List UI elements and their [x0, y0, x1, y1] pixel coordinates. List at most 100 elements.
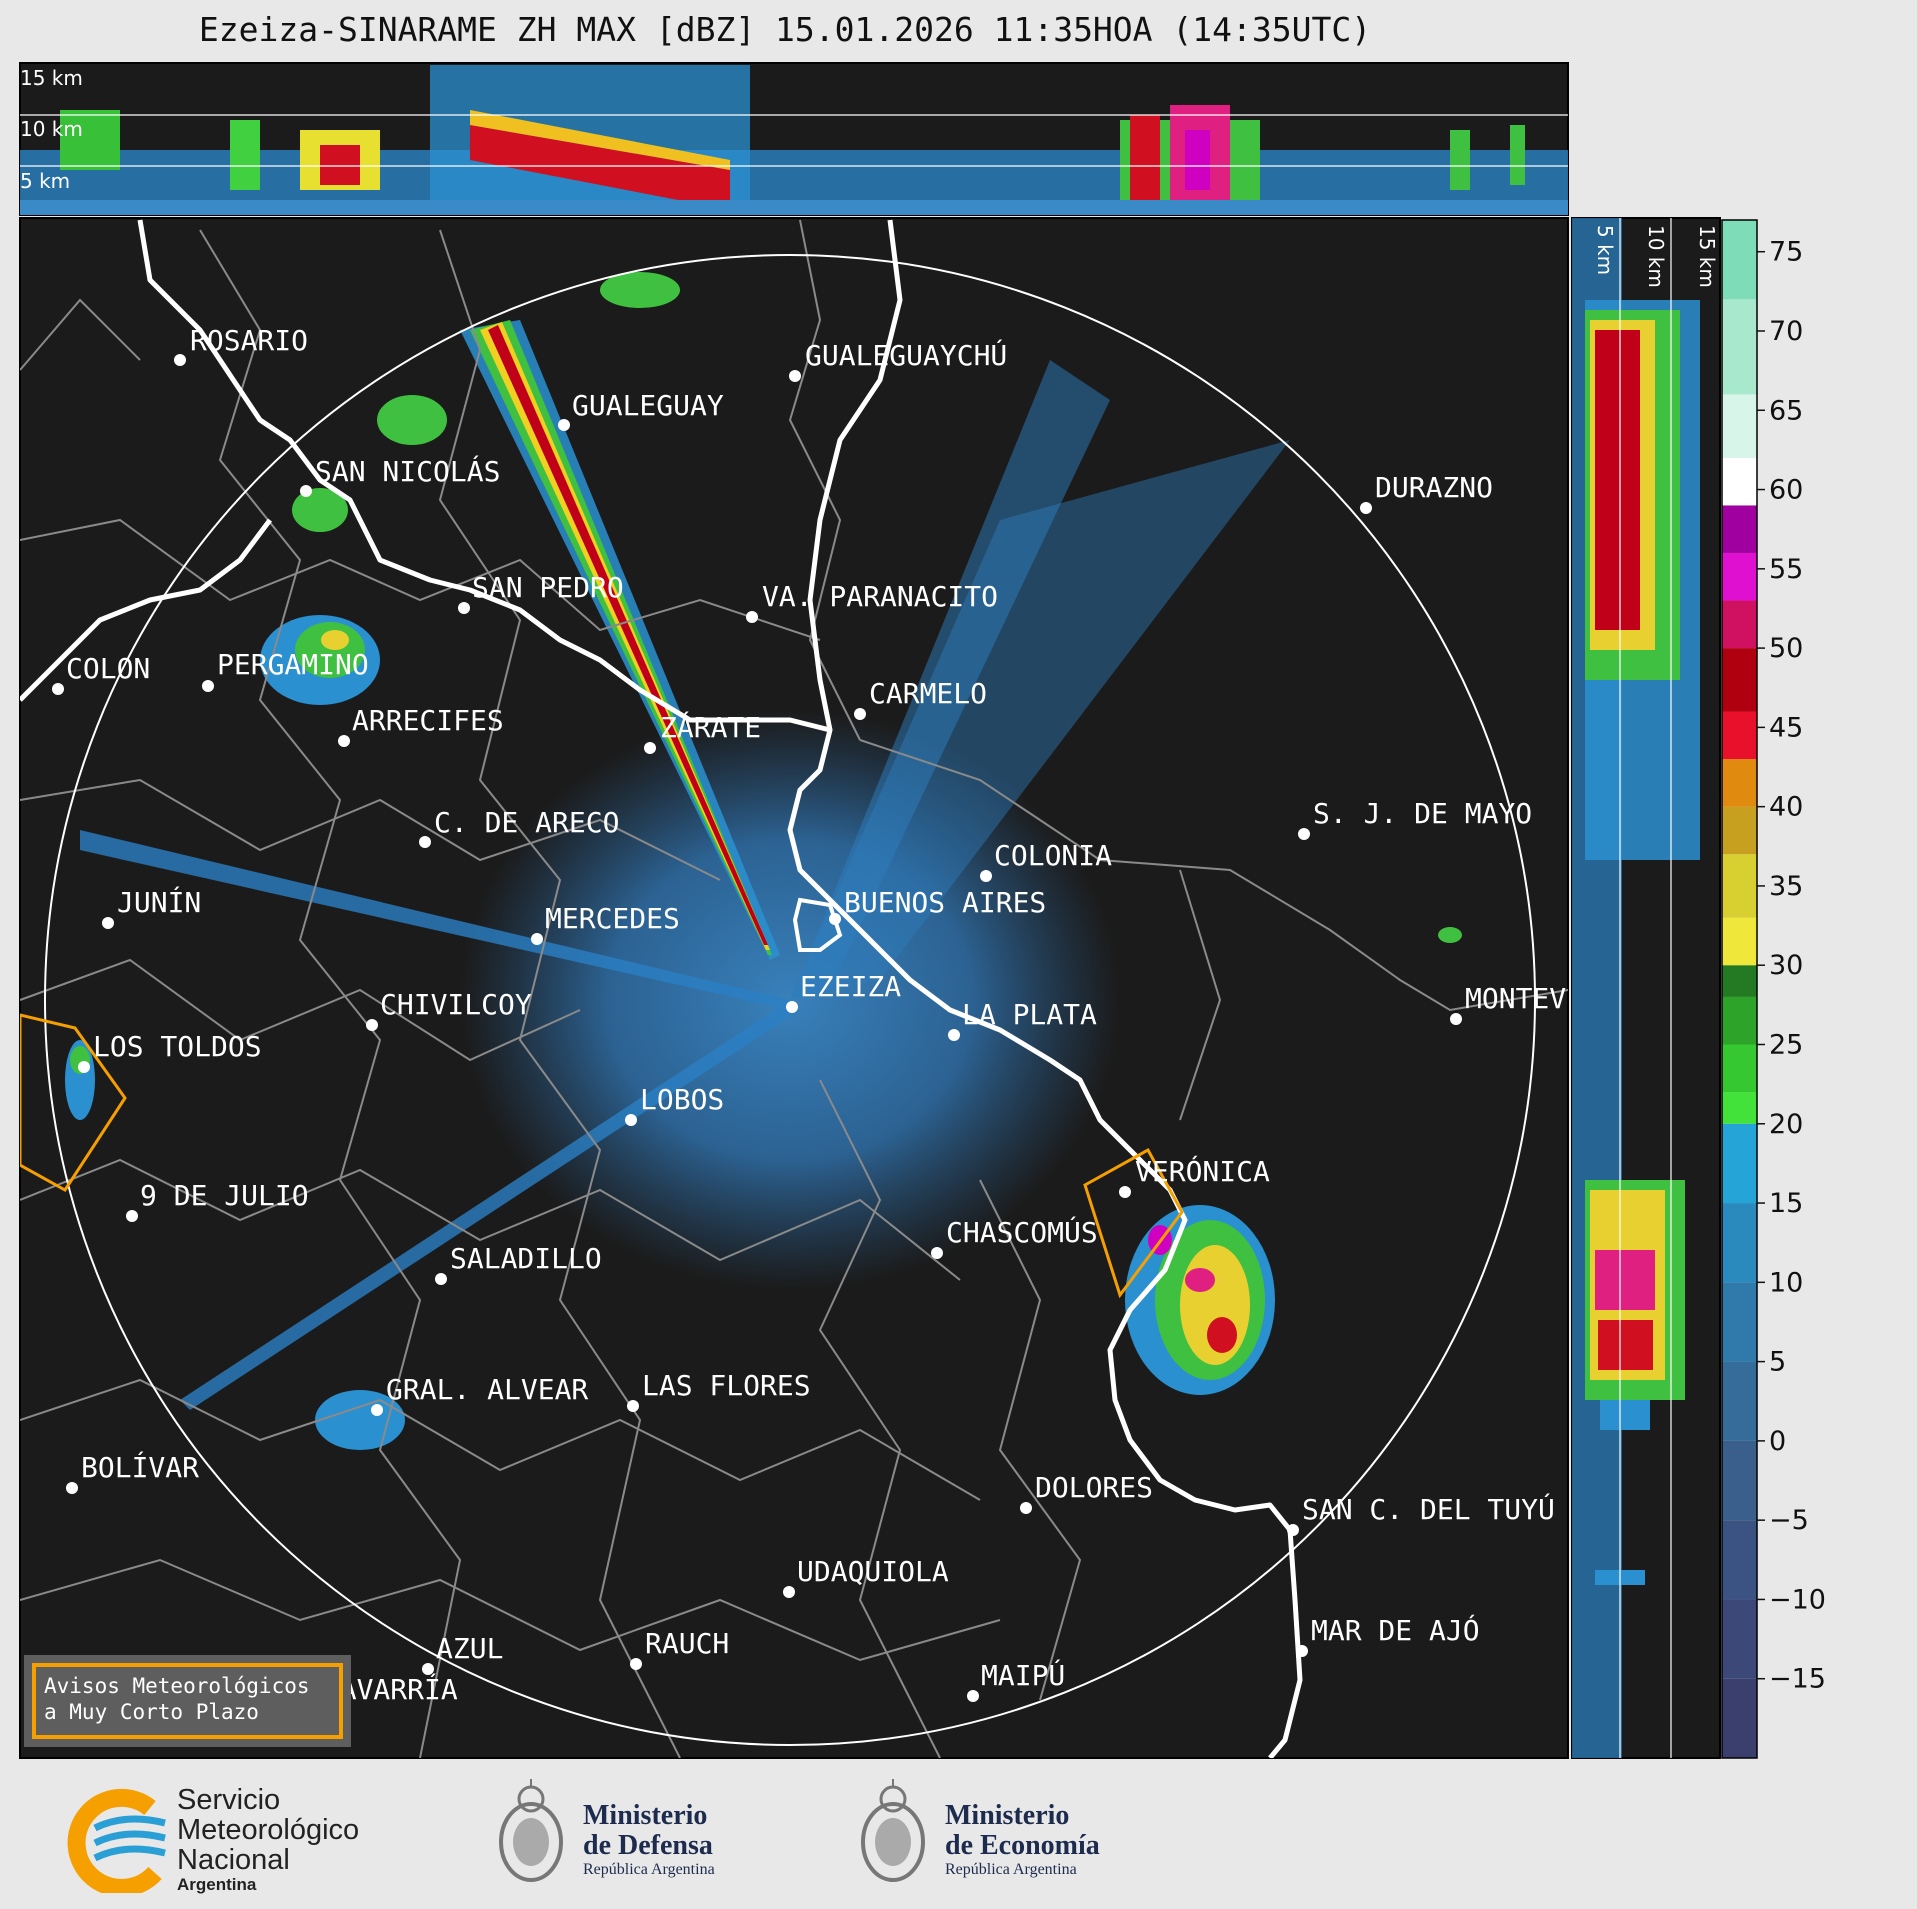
colorbar-tick-label: 50	[1769, 633, 1803, 664]
svg-text:AZUL: AZUL	[436, 1632, 503, 1665]
colorbar-tick-label: −10	[1769, 1584, 1826, 1615]
colorbar-band	[1722, 1599, 1757, 1679]
economia-line-1: Ministerio	[945, 1800, 1070, 1831]
svg-text:SALADILLO: SALADILLO	[450, 1242, 602, 1275]
colorbar-band	[1722, 220, 1757, 300]
city-saladillo: SALADILLO	[435, 1242, 602, 1285]
colorbar-band	[1722, 648, 1757, 712]
city-mar-de-ajo: MAR DE AJÓ	[1296, 1613, 1480, 1657]
colorbar-tick-label: 75	[1769, 237, 1803, 268]
colorbar-tick-label: 40	[1769, 792, 1803, 823]
colorbar-tick-label: −15	[1769, 1664, 1826, 1695]
economia-sub: República Argentina	[945, 1861, 1077, 1878]
colorbar-tick-label: 15	[1769, 1188, 1803, 1219]
colorbar-tick-label: 65	[1769, 395, 1803, 426]
city-la-plata: LA PLATA	[948, 998, 1097, 1041]
warning-polygon-los-toldos	[20, 1013, 127, 1192]
city-rosario: ROSARIO	[174, 324, 308, 366]
footer: Servicio Meteorológico Nacional Argentin…	[0, 1765, 1917, 1909]
city-gral-alvear: GRAL. ALVEAR	[371, 1373, 588, 1416]
colorbar-band	[1722, 1123, 1757, 1204]
svg-text:UDAQUIOLA: UDAQUIOLA	[797, 1555, 949, 1588]
colorbar-tick-label: 30	[1769, 950, 1803, 981]
svg-text:ROSARIO: ROSARIO	[190, 324, 308, 357]
colorbar-tick-label: 60	[1769, 475, 1803, 506]
colorbar-band	[1722, 917, 1757, 966]
colorbar-band	[1722, 1361, 1757, 1441]
city-9-de-julio: 9 DE JULIO	[126, 1179, 309, 1222]
right-label-15km: 15 km	[1695, 225, 1719, 288]
top-label-10km: 10 km	[20, 117, 83, 141]
city-los-toldos: LOS TOLDOS	[78, 1030, 262, 1073]
top-cross-section: 15 km 10 km 5 km	[19, 62, 1569, 216]
colorbar-band	[1722, 505, 1757, 553]
city-carmelo: CARMELO	[854, 677, 987, 720]
svg-text:RAUCH: RAUCH	[645, 1627, 729, 1660]
defensa-line-1: Ministerio	[583, 1800, 708, 1831]
storm-cells-northwest	[65, 272, 1462, 1450]
warning-line-2: a Muy Corto Plazo	[44, 1700, 259, 1724]
storm-cell-veronica	[1125, 1205, 1275, 1395]
colorbar-tick-label: −5	[1769, 1505, 1809, 1536]
city-ezeiza: EZEIZA	[786, 970, 901, 1013]
defensa-sub: República Argentina	[583, 1861, 715, 1878]
city-maipu: MAIPÚ	[967, 1658, 1065, 1702]
city-sj-de-mayo: S. J. DE MAYO	[1298, 797, 1532, 840]
colorbar-tick-label: 10	[1769, 1267, 1803, 1298]
svg-text:BOLÍVAR: BOLÍVAR	[81, 1450, 199, 1484]
city-veronica: VERÓNICA	[1119, 1154, 1270, 1198]
smn-logo-block: Servicio Meteorológico Nacional Argentin…	[55, 1765, 395, 1909]
coastline	[20, 219, 1303, 1758]
svg-text:9 DE JULIO: 9 DE JULIO	[140, 1179, 309, 1212]
svg-text:MAIPÚ: MAIPÚ	[981, 1658, 1065, 1692]
svg-text:GRAL. ALVEAR: GRAL. ALVEAR	[386, 1373, 588, 1406]
city-buenos-aires: BUENOS AIRES	[829, 886, 1046, 925]
city-azul: AZUL	[422, 1632, 503, 1675]
city-lobos: LOBOS	[625, 1083, 724, 1126]
colorbar-band	[1722, 996, 1757, 1045]
smn-line-1: Servicio	[177, 1784, 281, 1816]
colorbar-band	[1722, 457, 1757, 506]
warning-line-1: Avisos Meteorológicos	[44, 1674, 310, 1698]
smn-line-3: Nacional	[177, 1844, 290, 1876]
colorbar-tick-label: 55	[1769, 554, 1803, 585]
svg-text:MAR DE AJÓ: MAR DE AJÓ	[1311, 1613, 1480, 1647]
svg-text:LOS TOLDOS: LOS TOLDOS	[93, 1030, 262, 1063]
smn-logo-icon	[67, 1788, 166, 1893]
svg-text:LAS FLORES: LAS FLORES	[642, 1369, 811, 1402]
city-rauch: RAUCH	[630, 1627, 729, 1670]
range-ring	[44, 254, 1536, 1746]
city-dolores: DOLORES	[1020, 1471, 1153, 1514]
colorbar-tick-label: 35	[1769, 871, 1803, 902]
colorbar-band	[1722, 711, 1757, 760]
svg-text:S. J. DE MAYO: S. J. DE MAYO	[1313, 797, 1532, 830]
city-chascomus: CHASCOMÚS	[931, 1215, 1098, 1259]
svg-text:LA PLATA: LA PLATA	[962, 998, 1097, 1031]
svg-text:MONTEV: MONTEV	[1465, 982, 1566, 1015]
colorbar-band	[1722, 394, 1757, 458]
city-mercedes: MERCEDES	[531, 902, 680, 945]
smn-sub: Argentina	[177, 1875, 257, 1894]
colorbar-band	[1722, 1440, 1757, 1521]
colorbar-band	[1722, 600, 1757, 649]
svg-text:LOBOS: LOBOS	[640, 1083, 724, 1116]
city-colonia: COLONIA	[980, 839, 1112, 882]
city-san-pedro: SAN PEDRO	[458, 571, 624, 614]
coat-of-arms-icon	[861, 1779, 925, 1882]
svg-text:DOLORES: DOLORES	[1035, 1471, 1153, 1504]
radar-map: ROSARIO GUALEGUAYCHÚ GUALEGUAY SAN NICOL…	[19, 217, 1569, 1759]
svg-text:EZEIZA: EZEIZA	[800, 970, 901, 1003]
colorbar-tick-label: 45	[1769, 712, 1803, 743]
svg-text:BUENOS AIRES: BUENOS AIRES	[844, 886, 1046, 919]
colorbar-band	[1722, 1678, 1757, 1758]
svg-text:COLONIA: COLONIA	[994, 839, 1112, 872]
colorbar-band	[1722, 1092, 1757, 1124]
colorbar-band	[1722, 854, 1757, 918]
right-cross-section: 5 km 10 km 15 km	[1571, 217, 1721, 1759]
svg-text:COLON: COLON	[66, 652, 150, 685]
colorbar-band	[1722, 1044, 1757, 1093]
defensa-logo-block: Ministerio de Defensa República Argentin…	[495, 1765, 775, 1909]
